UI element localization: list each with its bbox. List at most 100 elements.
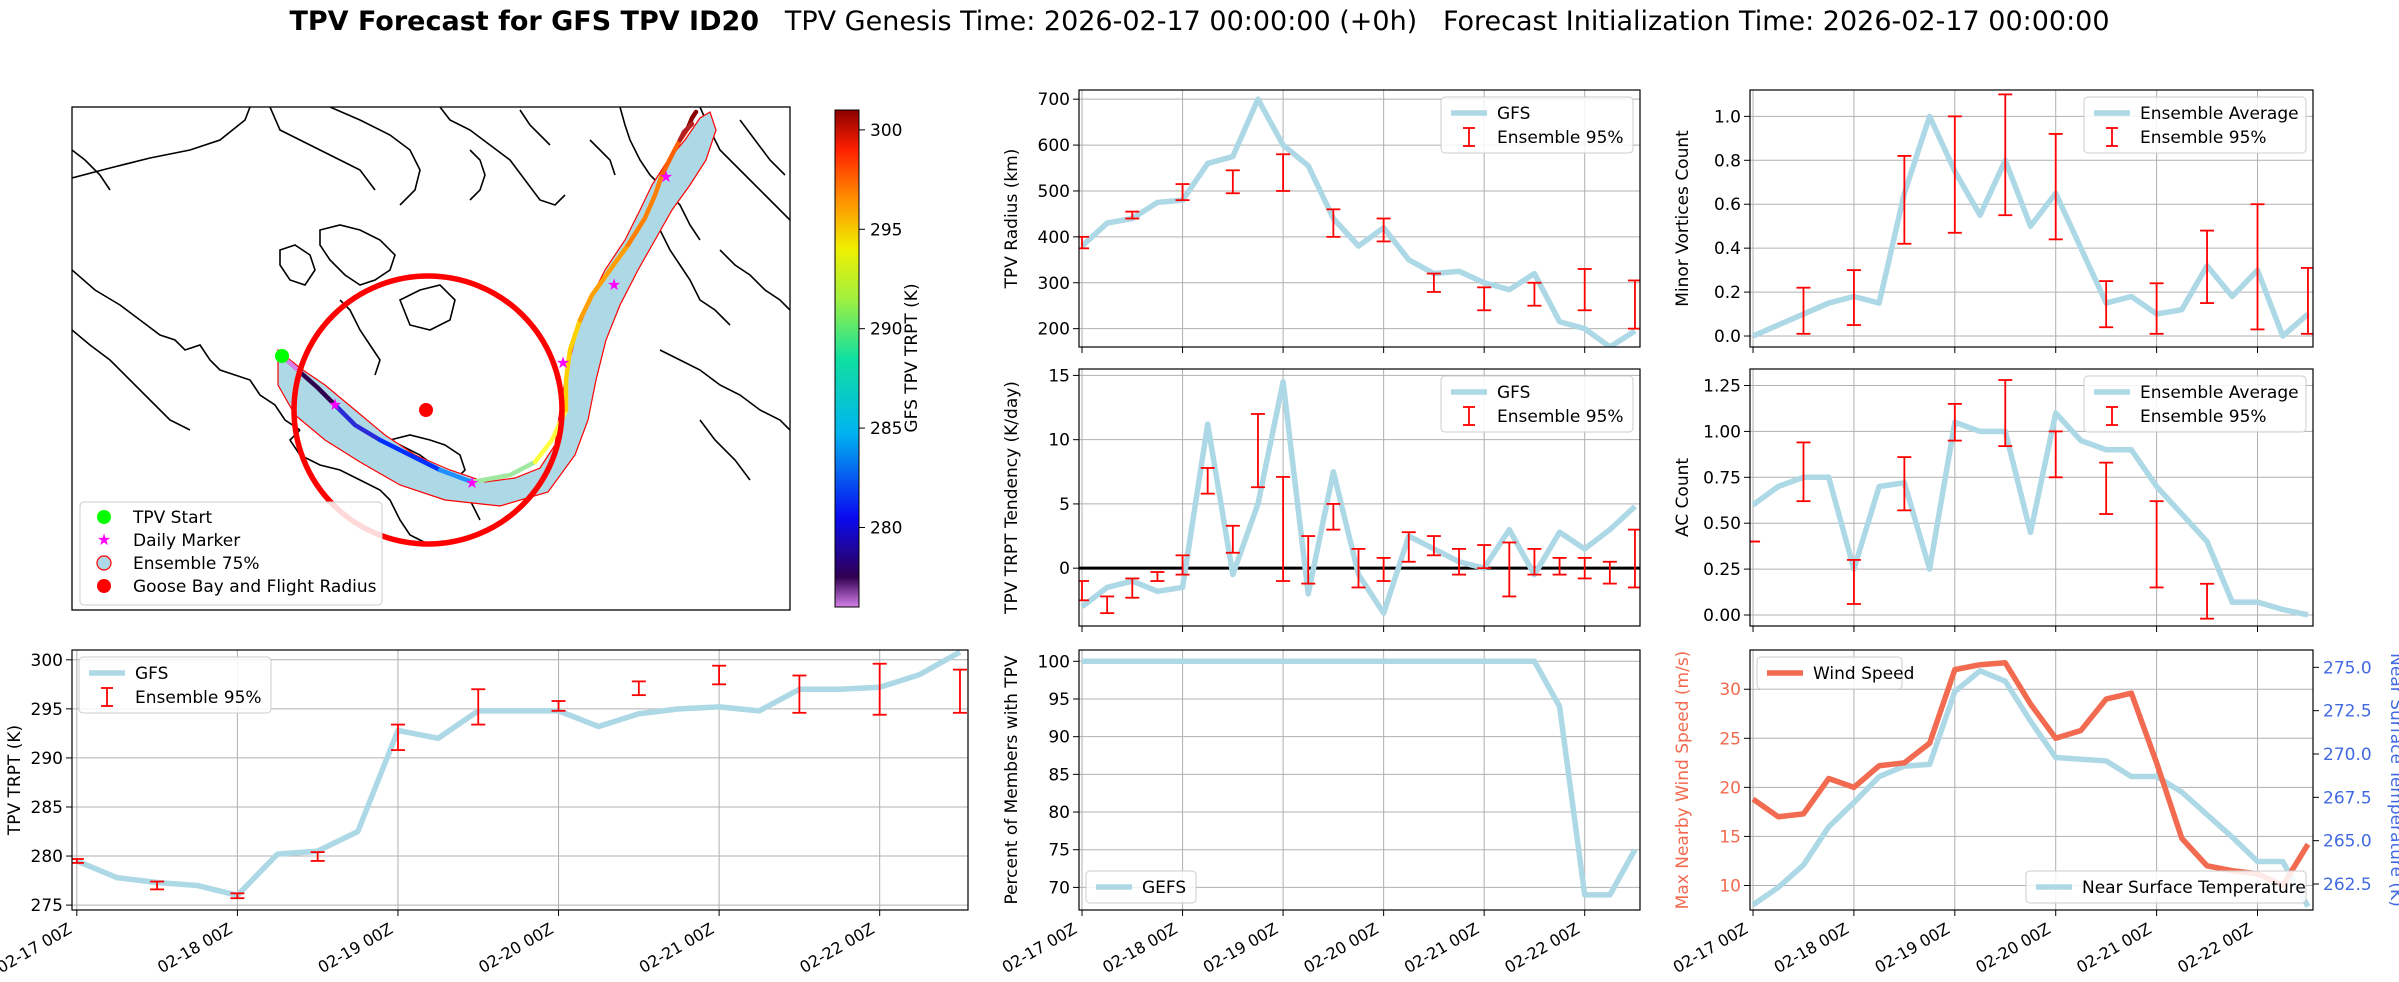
y-tick-label: 85 bbox=[1048, 765, 1070, 785]
map-panel: ★ ★ ★ ★ ★ ★ TPV Start Daily Marker Ensem… bbox=[71, 106, 922, 611]
legend-label: GFS bbox=[1497, 104, 1530, 124]
panel-wind-temp-chart: 02-17 00Z 02-18 00Z 02-19 00Z 02-20 00Z 02-2… bbox=[1670, 649, 2399, 977]
y-axis-label: Minor Vortices Count bbox=[1673, 130, 1693, 307]
y-tick-label: 0.6 bbox=[1714, 195, 1741, 215]
colorbar-tick-label: 290 bbox=[870, 320, 902, 340]
y-tick-label: 500 bbox=[1038, 182, 1070, 202]
legend-label: Ensemble 95% bbox=[135, 688, 262, 708]
y-tick-label: 1.0 bbox=[1714, 107, 1741, 127]
map-content: ★ ★ ★ ★ ★ ★ TPV Start Daily Marker Ensem… bbox=[72, 107, 790, 610]
legend-label: Ensemble 95% bbox=[2140, 407, 2267, 427]
y-axis-label: Percent of Members with TPV bbox=[1002, 655, 1022, 904]
y-tick-label: 30 bbox=[1719, 680, 1741, 700]
plot-area bbox=[1079, 96, 1640, 347]
y-tick-label: 15 bbox=[1719, 827, 1741, 847]
x-tick-label: 02-17 00Z bbox=[999, 919, 1080, 977]
x-tick-label: 02-20 00Z bbox=[475, 919, 556, 977]
x-tick-label: 02-22 00Z bbox=[1501, 919, 1582, 977]
y2-axis-label: Near Surface Temperature (K) bbox=[2386, 653, 2399, 907]
y-tick-label: 295 bbox=[31, 700, 63, 720]
y-tick-label: 75 bbox=[1048, 841, 1070, 861]
y-axis-label: TPV TRPT (K) bbox=[5, 725, 25, 836]
map-frame bbox=[71, 106, 791, 611]
legend: GFS Ensemble 95% bbox=[78, 656, 272, 714]
series-line bbox=[1751, 113, 2310, 339]
panel-ac-count-chart: 0.00 0.25 0.50 0.75 1.00 1.25 AC Count Ensemble… bbox=[1673, 368, 2314, 632]
legend-ensemble-75: Ensemble 75% bbox=[133, 554, 260, 574]
plot-frame bbox=[1078, 368, 1641, 627]
series-line bbox=[1082, 658, 1638, 898]
y-tick-label: 15 bbox=[1048, 366, 1070, 386]
y-tick-label: 0.75 bbox=[1703, 468, 1741, 488]
y-tick-label: 10 bbox=[1048, 431, 1070, 451]
x-tick-label: 02-17 00Z bbox=[0, 919, 75, 977]
legend: Ensemble Average Ensemble 95% bbox=[2083, 375, 2307, 433]
y-tick-label: 200 bbox=[1038, 320, 1070, 340]
colorbar-tick-label: 280 bbox=[870, 518, 902, 538]
legend-box bbox=[2083, 96, 2307, 154]
series-line bbox=[75, 650, 962, 899]
x-tick-label: 02-21 00Z bbox=[1401, 919, 1482, 977]
legend-box bbox=[1440, 96, 1634, 154]
svg-text:★: ★ bbox=[97, 530, 111, 549]
legend-daily-marker: Daily Marker bbox=[133, 531, 240, 551]
y-axis-label: Max Nearby Wind Speed (m/s) bbox=[1673, 651, 1693, 910]
y2-tick-label: 275.0 bbox=[2323, 658, 2372, 678]
map-legend: ★ TPV Start Daily Marker Ensemble 75% Go… bbox=[79, 501, 383, 606]
y2-tick-label: 272.5 bbox=[2323, 702, 2372, 722]
y2-tick-label: 267.5 bbox=[2323, 788, 2372, 808]
legend-goose-bay: Goose Bay and Flight Radius bbox=[133, 577, 377, 597]
legend: GEFS bbox=[1085, 870, 1197, 904]
y-tick-label: 285 bbox=[31, 798, 63, 818]
y-axis-label: TPV Radius (km) bbox=[1002, 149, 1022, 290]
y-tick-label: 0.8 bbox=[1714, 151, 1741, 171]
plot-area bbox=[1082, 658, 1638, 898]
legend: GFS Ensemble 95% bbox=[1440, 96, 1634, 154]
y-tick-label: 600 bbox=[1038, 136, 1070, 156]
y-tick-label: 0.4 bbox=[1714, 239, 1741, 259]
svg-text:★: ★ bbox=[556, 353, 570, 372]
legend-box bbox=[1440, 375, 1634, 433]
legend-box bbox=[78, 656, 272, 714]
series-line bbox=[1751, 410, 2309, 618]
legend-box bbox=[2083, 375, 2307, 433]
y-tick-label: 700 bbox=[1038, 90, 1070, 110]
y-tick-label: 20 bbox=[1719, 778, 1741, 798]
legend-label: GFS bbox=[1497, 383, 1530, 403]
series-line bbox=[1080, 96, 1637, 347]
y-tick-label: 1.00 bbox=[1703, 422, 1741, 442]
x-tick-label: 02-18 00Z bbox=[1099, 919, 1180, 977]
plot-frame bbox=[1749, 649, 2314, 911]
legend-label: Wind Speed bbox=[1813, 664, 1914, 684]
y2-tick-label: 262.5 bbox=[2323, 875, 2372, 895]
y-tick-label: 280 bbox=[31, 847, 63, 867]
panel-percent-members-chart: 02-17 00Z 02-18 00Z 02-19 00Z 02-20 00Z 02-2… bbox=[999, 649, 1641, 977]
legend: Wind Speed Near Surface Temperature bbox=[1756, 656, 2307, 904]
y2-tick-label: 270.0 bbox=[2323, 745, 2372, 765]
x-tick-label: 02-19 00Z bbox=[1872, 919, 1953, 977]
legend-label: Ensemble 95% bbox=[1497, 128, 1624, 148]
colorbar-ticks: 280 285 290 295 300 bbox=[859, 121, 902, 538]
y-tick-label: 95 bbox=[1048, 690, 1070, 710]
figure-title-bold: TPV Forecast for GFS TPV ID20 bbox=[289, 6, 760, 37]
legend-label: Ensemble Average bbox=[2140, 383, 2299, 403]
y-tick-label: 0.2 bbox=[1714, 283, 1741, 303]
ensemble-75-envelope bbox=[277, 111, 717, 507]
y-tick-label: 0.50 bbox=[1703, 514, 1741, 534]
x-tick-label: 02-22 00Z bbox=[2174, 919, 2255, 977]
colorbar bbox=[834, 109, 860, 608]
goose-bay-marker bbox=[419, 403, 433, 417]
y-tick-label: 100 bbox=[1038, 652, 1070, 672]
y-tick-label: 300 bbox=[31, 651, 63, 671]
svg-text:★: ★ bbox=[465, 473, 479, 492]
y2-tick-label: 265.0 bbox=[2323, 832, 2372, 852]
plot-frame bbox=[1078, 89, 1641, 348]
x-tick-label: 02-21 00Z bbox=[636, 919, 717, 977]
colorbar-tick-label: 295 bbox=[870, 220, 902, 240]
panel-trpt-chart: 02-17 00Z 02-18 00Z 02-19 00Z 02-20 00Z 02-2… bbox=[0, 649, 969, 977]
y-tick-label: 290 bbox=[31, 749, 63, 769]
x-tick-label: 02-20 00Z bbox=[1972, 919, 2053, 977]
y-tick-label: 5 bbox=[1059, 495, 1070, 515]
plot-frame bbox=[1749, 89, 2314, 348]
legend-label: Ensemble Average bbox=[2140, 104, 2299, 124]
